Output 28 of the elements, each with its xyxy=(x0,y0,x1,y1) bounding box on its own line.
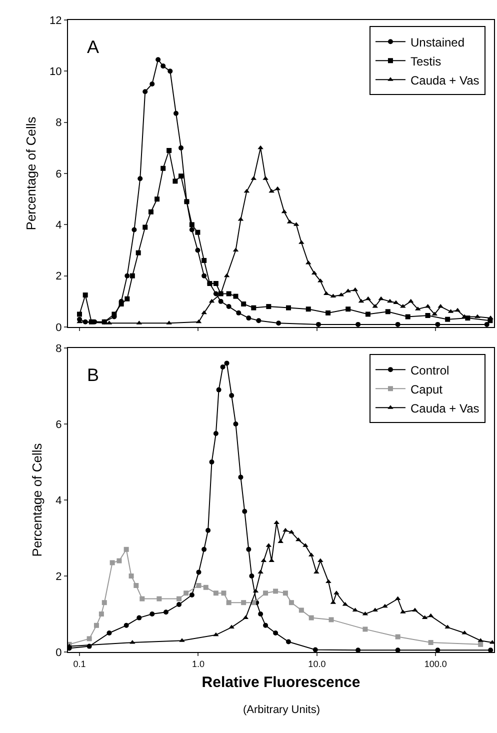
y-tick-label: 6 xyxy=(56,168,62,180)
y-tick-label: 8 xyxy=(56,342,62,355)
x-tick-label: 0.1 xyxy=(73,658,86,669)
y-axis-title: Percentage of Cells xyxy=(30,442,45,557)
y-axis-title: Percentage of Cells xyxy=(24,116,38,230)
legend-label: Unstained xyxy=(410,35,465,50)
y-tick-label: 2 xyxy=(56,270,62,283)
annotation: A xyxy=(87,37,100,57)
annotation: B xyxy=(87,365,100,385)
legend-label: Testis xyxy=(410,54,442,68)
y-tick-label: 8 xyxy=(56,117,62,130)
y-tick-label: 2 xyxy=(56,570,62,583)
y-tick-label: 4 xyxy=(56,220,62,232)
y-tick-label: 0 xyxy=(56,646,62,659)
y-tick-label: 12 xyxy=(50,14,62,27)
legend-label: Caput xyxy=(410,382,444,396)
y-tick-label: 4 xyxy=(56,494,62,507)
x-axis-title: Relative Fluorescence xyxy=(202,674,360,691)
x-tick-label: 10.0 xyxy=(308,658,326,669)
x-tick-label: 100.0 xyxy=(424,658,447,669)
text: (Arbitrary Units) xyxy=(243,704,320,716)
legend-label: Cauda + Vas xyxy=(410,73,480,88)
x-tick-label: 1.0 xyxy=(192,658,204,669)
y-tick-label: 10 xyxy=(50,66,62,78)
legend-label: Cauda + Vas xyxy=(410,401,480,416)
legend-label: Control xyxy=(410,363,450,378)
y-tick-label: 0 xyxy=(56,322,62,334)
y-tick-label: 6 xyxy=(56,418,62,431)
